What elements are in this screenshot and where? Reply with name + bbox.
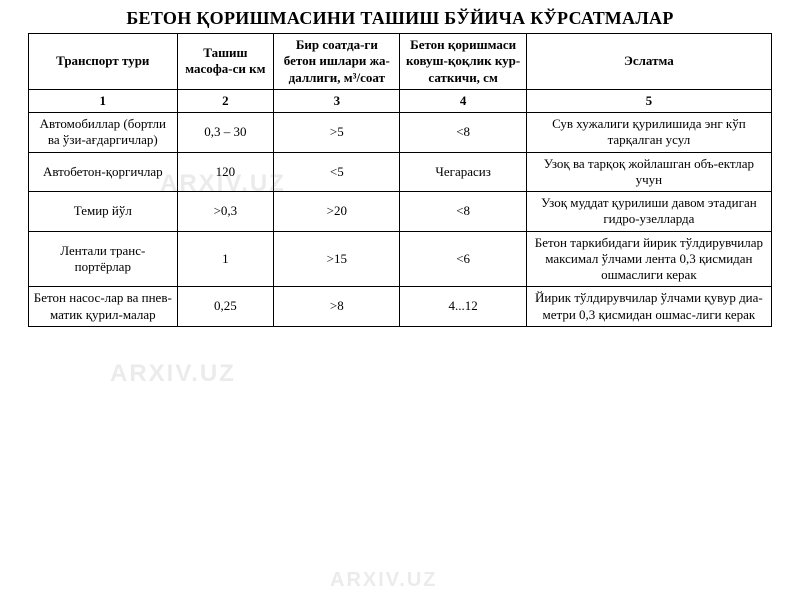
cell: 0,3 – 30 <box>177 113 274 153</box>
cell: >15 <box>274 231 400 287</box>
col-num: 4 <box>400 89 526 112</box>
cell: 0,25 <box>177 287 274 327</box>
cell: <8 <box>400 113 526 153</box>
cell: Автомобиллар (бортли ва ўзи-ағдаргичлар) <box>29 113 178 153</box>
cell: Чегарасиз <box>400 152 526 192</box>
cell: >0,3 <box>177 192 274 232</box>
data-table: Транспорт тури Ташиш масофа-си км Бир со… <box>28 33 772 327</box>
col-header: Эслатма <box>526 34 771 90</box>
table-colnum-row: 1 2 3 4 5 <box>29 89 772 112</box>
page-title: БЕТОН ҚОРИШМАСИНИ ТАШИШ БЎЙИЧА КЎРСАТМАЛ… <box>0 0 800 33</box>
watermark: ARXIV.UZ <box>110 360 236 388</box>
cell: Йирик тўлдирувчилар ўлчами қувур диа-мет… <box>526 287 771 327</box>
col-header: Ташиш масофа-си км <box>177 34 274 90</box>
cell: <8 <box>400 192 526 232</box>
cell: >20 <box>274 192 400 232</box>
cell: Лентали транс-портёрлар <box>29 231 178 287</box>
col-header: Бир соатда-ги бетон ишлари жа-даллиги, м… <box>274 34 400 90</box>
table-header-row: Транспорт тури Ташиш масофа-си км Бир со… <box>29 34 772 90</box>
cell: Бетон таркибидаги йирик тўлдирувчилар ма… <box>526 231 771 287</box>
table-row: Бетон насос-лар ва пнев-матик қурил-мала… <box>29 287 772 327</box>
watermark: ARXIV.UZ <box>330 569 438 592</box>
cell: Автобетон-қоргичлар <box>29 152 178 192</box>
cell: Сув хужалиги қурилишида энг кўп тарқалга… <box>526 113 771 153</box>
table-container: Транспорт тури Ташиш масофа-си км Бир со… <box>0 33 800 337</box>
col-num: 2 <box>177 89 274 112</box>
cell: <6 <box>400 231 526 287</box>
table-row: Автомобиллар (бортли ва ўзи-ағдаргичлар)… <box>29 113 772 153</box>
col-header: Бетон қоришмаси ковуш-қоқлик кур-саткичи… <box>400 34 526 90</box>
col-num: 1 <box>29 89 178 112</box>
cell: Узоқ муддат қурилиши давом этадиган гидр… <box>526 192 771 232</box>
col-num: 3 <box>274 89 400 112</box>
cell: 1 <box>177 231 274 287</box>
col-num: 5 <box>526 89 771 112</box>
cell: 4...12 <box>400 287 526 327</box>
cell: <5 <box>274 152 400 192</box>
cell: 120 <box>177 152 274 192</box>
cell: >8 <box>274 287 400 327</box>
table-row: Темир йўл >0,3 >20 <8 Узоқ муддат қурили… <box>29 192 772 232</box>
table-row: Лентали транс-портёрлар 1 >15 <6 Бетон т… <box>29 231 772 287</box>
cell: Темир йўл <box>29 192 178 232</box>
cell: Узоқ ва тарқоқ жойлашган объ-ектлар учун <box>526 152 771 192</box>
cell: >5 <box>274 113 400 153</box>
col-header: Транспорт тури <box>29 34 178 90</box>
table-row: Автобетон-қоргичлар 120 <5 Чегарасиз Узо… <box>29 152 772 192</box>
cell: Бетон насос-лар ва пнев-матик қурил-мала… <box>29 287 178 327</box>
